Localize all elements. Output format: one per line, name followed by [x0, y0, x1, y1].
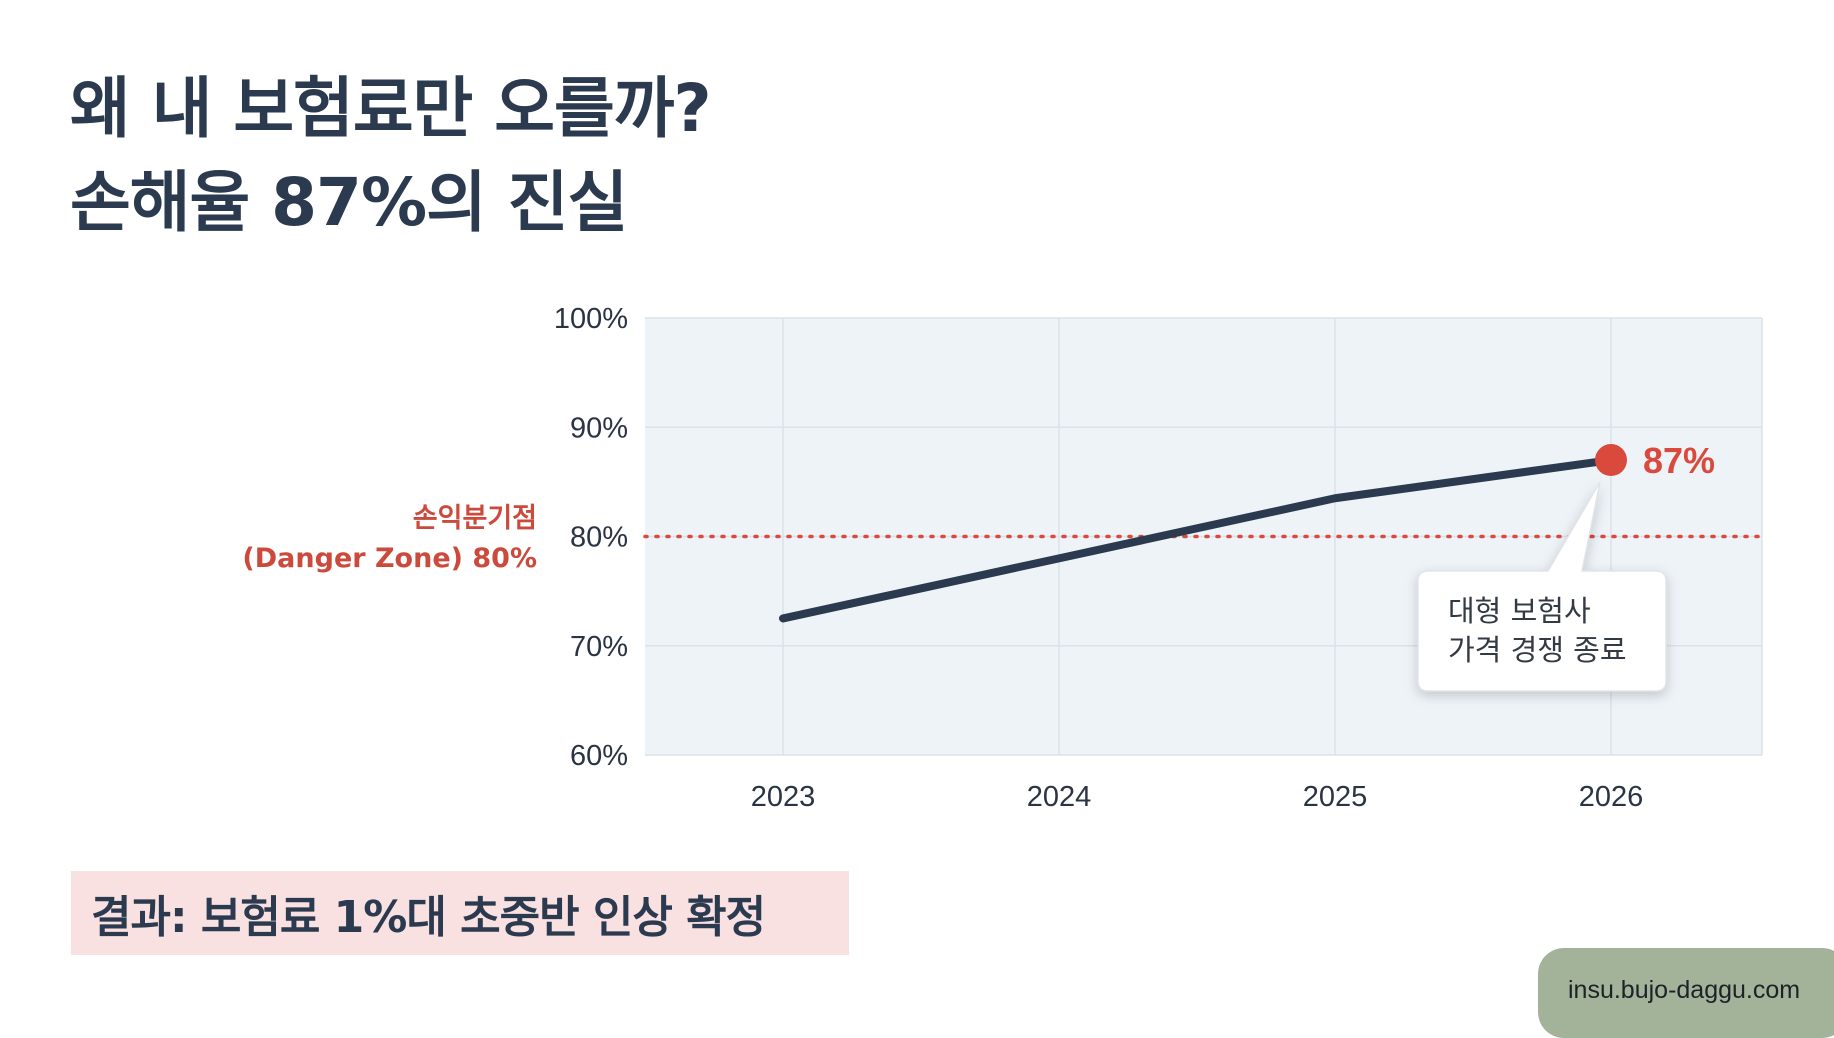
- site-badge: insu.bujo-daggu.com: [1538, 948, 1834, 1038]
- annotation-box: [1417, 481, 1667, 692]
- title-line-1: 왜 내 보험료만 오를까?: [70, 70, 712, 147]
- x-tick-label: 2025: [1303, 781, 1368, 813]
- result-text: 결과: 보험료 1%대 초중반 인상 확정: [91, 892, 766, 943]
- y-tick-label: 90%: [570, 412, 628, 444]
- x-axis: 2023 2024 2025 2026: [751, 781, 1644, 813]
- x-tick-label: 2026: [1579, 781, 1644, 813]
- annotation-line-2: 가격 경쟁 종료: [1448, 633, 1627, 667]
- annotation-line-1: 대형 보험사: [1448, 594, 1591, 628]
- annotation-callout: 대형 보험사 가격 경쟁 종료: [1417, 481, 1667, 692]
- threshold-label-line-1: 손익분기점: [413, 503, 537, 534]
- page-title: 왜 내 보험료만 오를까? 손해율 87%의 진실: [70, 62, 712, 250]
- title-line-2: 손해율 87%의 진실: [70, 164, 628, 241]
- site-url: insu.bujo-daggu.com: [1568, 976, 1801, 1004]
- y-tick-label: 80%: [570, 522, 628, 554]
- result-banner: 결과: 보험료 1%대 초중반 인상 확정: [71, 871, 849, 955]
- threshold-label-line-2: (Danger Zone) 80%: [242, 543, 537, 574]
- loss-ratio-chart: 60%70%80%90%100% 2023 2024 2025 2026 손익분기점 …: [242, 303, 1764, 813]
- y-axis: 60% 70% 80% 90% 100%: [554, 303, 628, 772]
- series-line: [779, 456, 1615, 623]
- y-tick-label: 100%: [554, 303, 628, 335]
- end-point-label: 87%: [1643, 440, 1715, 481]
- x-tick-label: 2023: [751, 781, 816, 813]
- x-tick-label: 2024: [1027, 781, 1092, 813]
- y-tick-label: 60%: [570, 740, 628, 772]
- end-point-marker: [1595, 444, 1627, 477]
- y-tick-label: 70%: [570, 631, 628, 663]
